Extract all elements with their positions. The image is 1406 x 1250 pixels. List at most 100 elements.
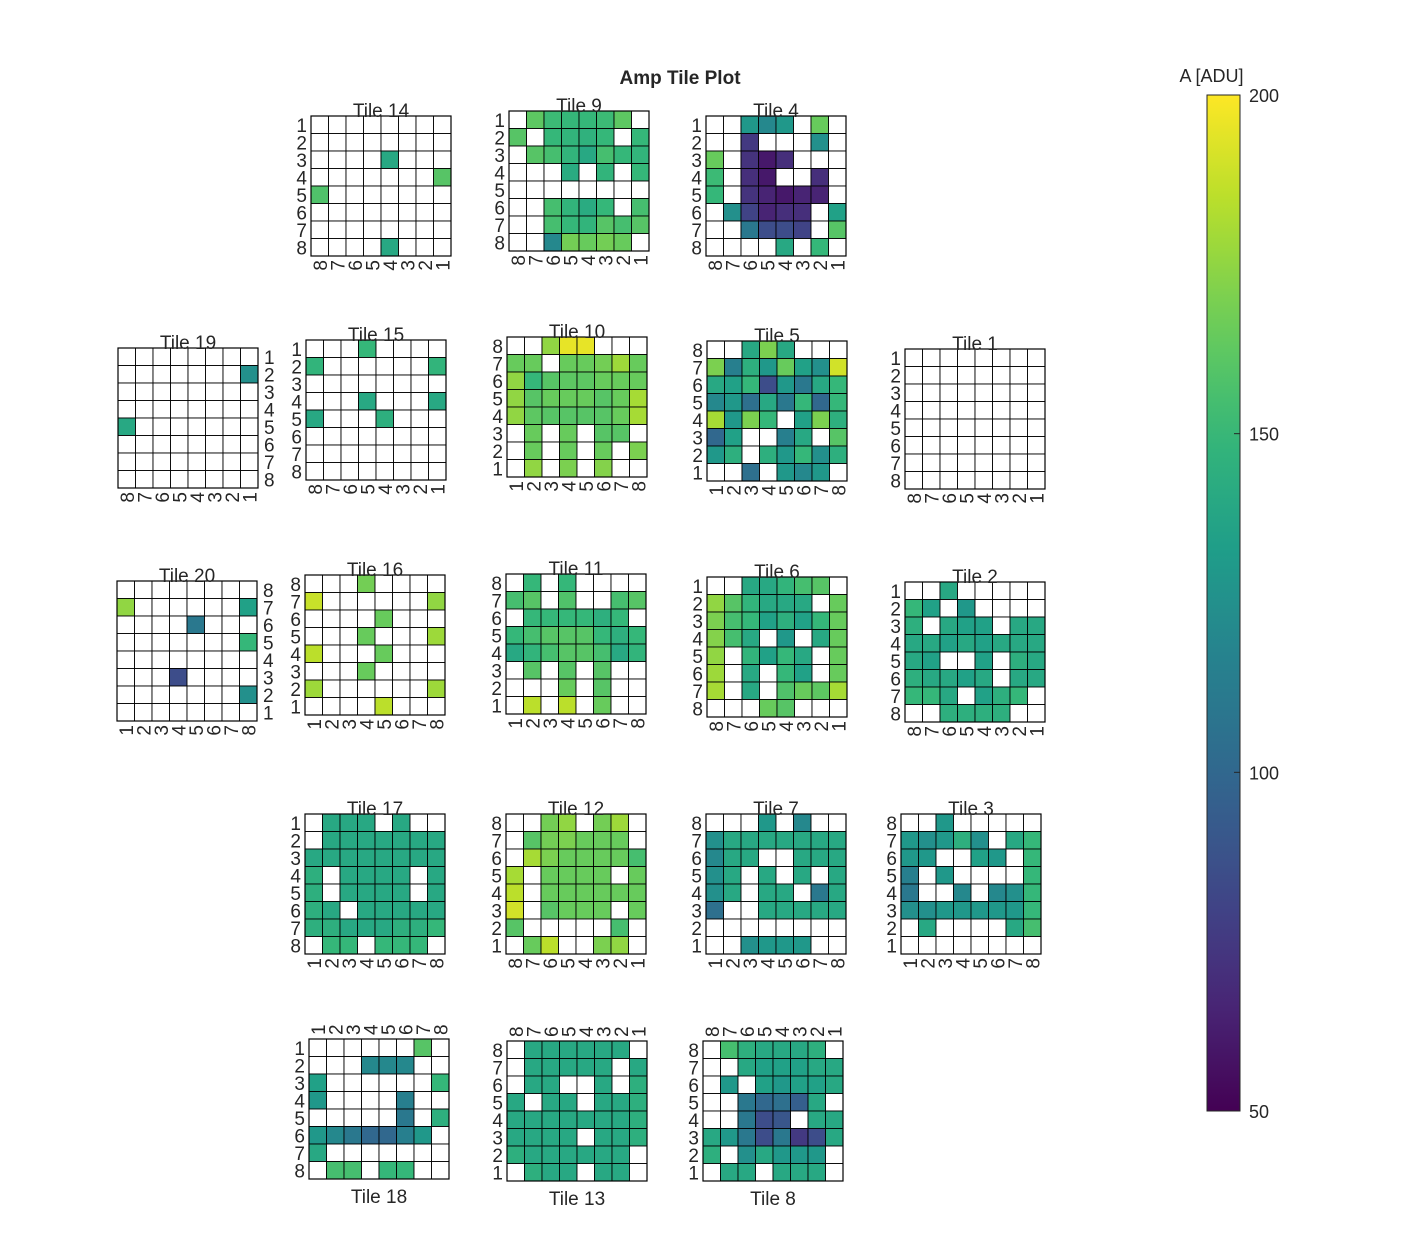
tile-cell	[135, 452, 154, 471]
tile-cell	[410, 462, 429, 481]
tile-cell	[1027, 383, 1046, 402]
tile-cell	[428, 444, 447, 463]
tile-col-label: 5	[379, 1024, 400, 1035]
tile-cell	[543, 145, 562, 164]
tile-cell	[922, 651, 941, 670]
tile-cell	[741, 629, 760, 648]
tile-cell	[1009, 599, 1028, 618]
tile-col-label: 6	[392, 958, 413, 969]
tile-cell	[358, 374, 377, 393]
tile-cell	[705, 831, 724, 850]
tile-cell	[345, 133, 364, 152]
tile-cell	[204, 703, 223, 722]
tile-col-label: 8	[905, 726, 926, 737]
tile-cell	[221, 685, 240, 704]
tile-cell	[116, 650, 135, 669]
tile-row-label: 7	[691, 221, 702, 242]
tile-cell	[558, 661, 577, 680]
tile-cell	[378, 1073, 397, 1092]
tile-row-label: 8	[264, 470, 275, 491]
tile-row-label: 7	[263, 598, 274, 619]
tile-cell	[240, 452, 259, 471]
tile-frame	[116, 580, 258, 722]
tile-cell	[559, 1058, 578, 1077]
tile-cell	[992, 599, 1011, 618]
tile-cell	[829, 629, 848, 648]
tile-cell	[794, 375, 813, 394]
tile-cell	[151, 650, 170, 669]
tile-cell	[170, 365, 189, 384]
tile-cell	[428, 392, 447, 411]
tile-cell	[135, 400, 154, 419]
tile-col-label: 6	[741, 260, 762, 271]
tile-cell	[578, 128, 597, 147]
tile-cell	[724, 576, 743, 595]
tile-row-label: 5	[264, 418, 275, 439]
tile-cell	[169, 685, 188, 704]
tile-cell	[705, 115, 724, 134]
tile-cell	[328, 115, 347, 134]
tile-cell	[340, 427, 359, 446]
tile-cell	[810, 936, 829, 955]
tile-cell	[741, 393, 760, 412]
tile-cell	[628, 901, 647, 920]
tile-cell	[543, 198, 562, 217]
tile-cell	[117, 417, 136, 436]
tile-cell	[794, 611, 813, 630]
tile-cell	[357, 679, 376, 698]
tile-cell	[775, 133, 794, 152]
tile-cell	[1009, 471, 1028, 490]
tile-cell	[904, 453, 923, 472]
tile-row-label: 3	[263, 668, 274, 689]
plot-title: Amp Tile Plot	[619, 68, 741, 89]
tile-cell	[939, 634, 958, 653]
tile-col-label: 6	[940, 493, 961, 504]
tile-cell	[363, 133, 382, 152]
tile-cell	[339, 936, 358, 955]
tile-cell	[610, 848, 629, 867]
tile-title: Tile 15	[348, 325, 404, 346]
tile-row-label: 1	[291, 340, 302, 361]
tile-cell	[375, 462, 394, 481]
tile-cell	[427, 936, 446, 955]
tile-cell	[506, 1128, 525, 1147]
tile-row-label: 7	[290, 919, 301, 940]
tile-cell	[939, 669, 958, 688]
tile-cell	[222, 470, 241, 489]
tile-row-label: 7	[886, 831, 897, 852]
tile-cell	[1005, 901, 1024, 920]
tile-cell	[409, 679, 428, 698]
tile-cell	[523, 813, 542, 832]
tile-cell	[205, 400, 224, 419]
tile-cell	[339, 662, 358, 681]
tile-cell	[576, 389, 595, 408]
tile-cell	[810, 168, 829, 187]
tile-col-label: 5	[561, 255, 582, 266]
tile-col-label: 2	[612, 1026, 633, 1037]
tile-row-label: 2	[263, 686, 274, 707]
tile-cell	[508, 233, 527, 252]
tile-cell	[702, 1058, 721, 1077]
tile-cell	[1027, 599, 1046, 618]
tile-cell	[374, 609, 393, 628]
tile-cell	[409, 574, 428, 593]
tile-cell	[357, 883, 376, 902]
tile-col-label: 2	[134, 725, 155, 736]
tile-col-label: 2	[611, 958, 632, 969]
tile-col-label: 5	[755, 1026, 776, 1037]
tile-cell	[593, 626, 612, 645]
tile-cell	[900, 883, 919, 902]
tile-cell	[610, 643, 629, 662]
tile-cell	[720, 1093, 739, 1112]
tile-cell	[706, 375, 725, 394]
tile-row-label: 8	[890, 704, 901, 725]
tile-cell	[807, 1093, 826, 1112]
tile-row-label: 1	[890, 349, 901, 370]
tile-col-label: 3	[542, 481, 563, 492]
tile-cell	[409, 936, 428, 955]
tile-cell	[611, 406, 630, 425]
tile-cell	[523, 831, 542, 850]
tile-cell	[720, 1110, 739, 1129]
tile-cell	[505, 831, 524, 850]
